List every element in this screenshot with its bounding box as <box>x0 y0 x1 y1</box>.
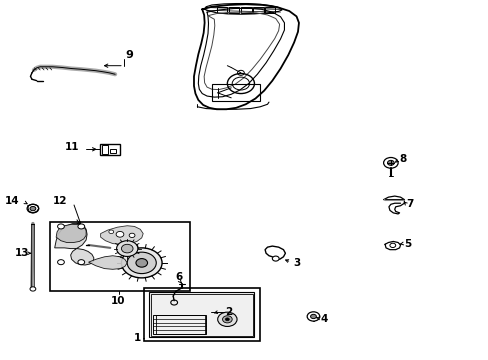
Circle shape <box>116 241 138 256</box>
Circle shape <box>136 258 147 267</box>
Circle shape <box>109 230 113 234</box>
Circle shape <box>116 231 123 237</box>
Text: 5: 5 <box>404 239 411 249</box>
Circle shape <box>389 243 395 248</box>
Text: 14: 14 <box>5 197 20 206</box>
Circle shape <box>121 248 162 278</box>
Text: 4: 4 <box>320 314 327 324</box>
Circle shape <box>121 244 133 253</box>
Circle shape <box>310 314 316 319</box>
Bar <box>144 288 260 341</box>
Circle shape <box>272 256 279 261</box>
Bar <box>110 149 116 153</box>
Text: 3: 3 <box>292 258 300 268</box>
Circle shape <box>78 260 84 265</box>
Bar <box>241 7 251 13</box>
Text: 10: 10 <box>111 296 125 306</box>
Circle shape <box>27 204 39 213</box>
Bar <box>151 294 252 336</box>
Bar <box>216 7 227 13</box>
Bar <box>153 315 205 334</box>
Bar <box>149 292 254 337</box>
Text: 11: 11 <box>64 142 79 152</box>
Bar <box>211 84 260 102</box>
Circle shape <box>30 287 36 291</box>
Text: 9: 9 <box>125 50 133 60</box>
Circle shape <box>30 206 36 211</box>
Polygon shape <box>101 226 143 244</box>
Text: 6: 6 <box>175 272 183 282</box>
Polygon shape <box>55 224 94 265</box>
Bar <box>228 7 239 13</box>
Circle shape <box>383 157 397 168</box>
Text: 12: 12 <box>53 197 68 206</box>
Circle shape <box>127 252 156 274</box>
Circle shape <box>78 224 84 229</box>
Bar <box>252 7 263 13</box>
Polygon shape <box>56 224 86 243</box>
Text: 8: 8 <box>399 154 406 164</box>
Bar <box>102 145 108 154</box>
Circle shape <box>129 233 135 238</box>
Bar <box>264 7 274 13</box>
Bar <box>50 222 190 292</box>
Text: 2: 2 <box>225 307 232 317</box>
Circle shape <box>58 224 64 229</box>
Circle shape <box>386 160 393 165</box>
Circle shape <box>222 316 232 323</box>
Bar <box>100 144 120 155</box>
Circle shape <box>306 312 319 321</box>
Circle shape <box>225 318 229 321</box>
Circle shape <box>58 260 64 265</box>
Text: 7: 7 <box>406 199 413 209</box>
Polygon shape <box>88 256 127 269</box>
Text: 1: 1 <box>133 333 141 343</box>
Circle shape <box>217 312 237 327</box>
Text: 13: 13 <box>15 248 29 258</box>
